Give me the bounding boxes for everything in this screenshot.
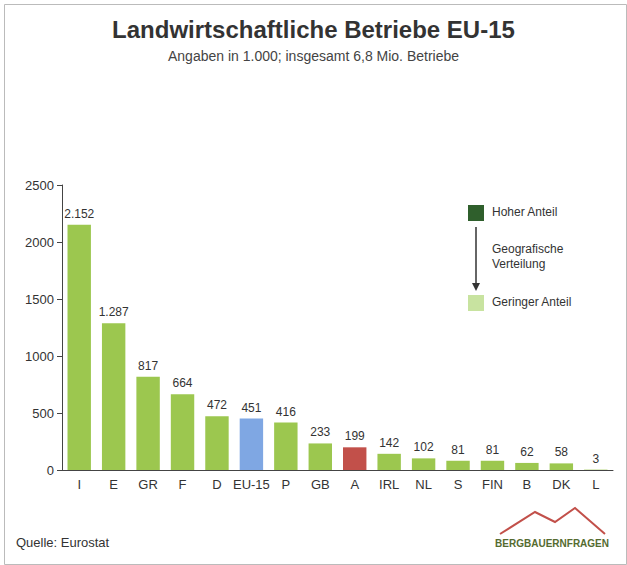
svg-text:Landwirtschaftliche Betriebe E: Landwirtschaftliche Betriebe EU-15 <box>112 16 515 43</box>
svg-text:A: A <box>350 477 359 492</box>
svg-text:FIN: FIN <box>482 477 503 492</box>
svg-text:DK: DK <box>552 477 570 492</box>
svg-text:2500: 2500 <box>25 178 54 193</box>
svg-text:2000: 2000 <box>25 235 54 250</box>
svg-text:EU-15: EU-15 <box>233 477 270 492</box>
svg-text:81: 81 <box>486 443 500 457</box>
svg-text:199: 199 <box>345 429 365 443</box>
svg-text:GR: GR <box>138 477 158 492</box>
svg-text:62: 62 <box>520 445 534 459</box>
svg-text:500: 500 <box>32 406 54 421</box>
svg-text:Angaben in 1.000; insgesamt 6,: Angaben in 1.000; insgesamt 6,8 Mio. Bet… <box>168 48 459 64</box>
svg-text:451: 451 <box>241 401 261 415</box>
svg-text:BERGBAUERNFRAGEN: BERGBAUERNFRAGEN <box>495 538 609 549</box>
svg-text:I: I <box>77 477 81 492</box>
svg-text:1.287: 1.287 <box>99 305 129 319</box>
svg-text:1500: 1500 <box>25 292 54 307</box>
svg-text:0: 0 <box>47 463 54 478</box>
svg-text:Geografische: Geografische <box>492 242 564 256</box>
svg-text:F: F <box>179 477 187 492</box>
svg-text:416: 416 <box>276 405 296 419</box>
svg-text:Geringer Anteil: Geringer Anteil <box>492 295 571 309</box>
svg-text:2.152: 2.152 <box>64 207 94 221</box>
svg-text:GB: GB <box>311 477 330 492</box>
svg-text:E: E <box>109 477 118 492</box>
svg-text:IRL: IRL <box>379 477 399 492</box>
svg-text:D: D <box>212 477 221 492</box>
svg-text:102: 102 <box>414 440 434 454</box>
svg-text:472: 472 <box>207 398 227 412</box>
svg-text:664: 664 <box>173 376 193 390</box>
svg-text:NL: NL <box>415 477 432 492</box>
svg-text:3: 3 <box>592 452 599 466</box>
svg-text:Verteilung: Verteilung <box>492 257 545 271</box>
svg-text:142: 142 <box>379 436 399 450</box>
svg-text:L: L <box>592 477 599 492</box>
svg-text:58: 58 <box>555 445 569 459</box>
svg-text:S: S <box>454 477 463 492</box>
svg-text:817: 817 <box>138 359 158 373</box>
svg-text:Quelle: Eurostat: Quelle: Eurostat <box>16 535 110 550</box>
svg-text:Hoher Anteil: Hoher Anteil <box>492 205 557 219</box>
svg-text:233: 233 <box>310 425 330 439</box>
svg-text:B: B <box>523 477 532 492</box>
svg-text:81: 81 <box>451 443 465 457</box>
svg-text:P: P <box>282 477 291 492</box>
svg-text:1000: 1000 <box>25 349 54 364</box>
